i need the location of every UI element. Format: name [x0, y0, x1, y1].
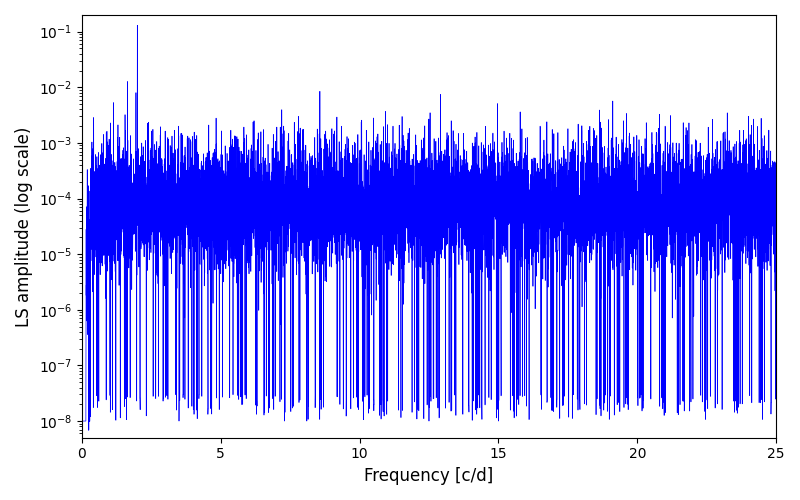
X-axis label: Frequency [c/d]: Frequency [c/d] — [364, 467, 494, 485]
Y-axis label: LS amplitude (log scale): LS amplitude (log scale) — [15, 126, 33, 326]
